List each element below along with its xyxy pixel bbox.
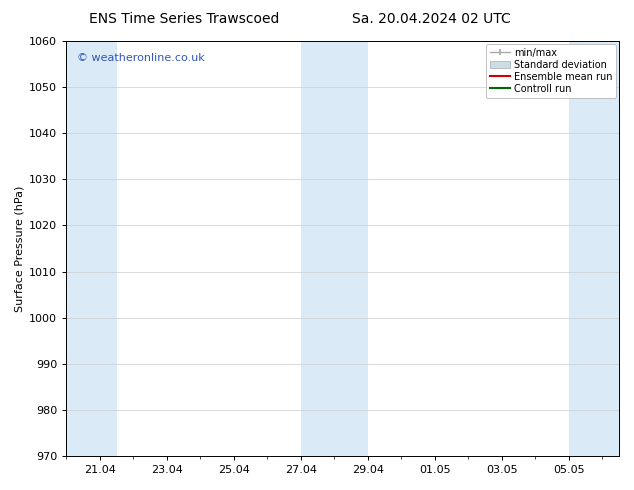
Bar	[569, 41, 619, 456]
Text: © weatheronline.co.uk: © weatheronline.co.uk	[77, 53, 205, 64]
Text: ENS Time Series Trawscoed: ENS Time Series Trawscoed	[89, 12, 279, 26]
Y-axis label: Surface Pressure (hPa): Surface Pressure (hPa)	[15, 185, 25, 312]
Legend: min/max, Standard deviation, Ensemble mean run, Controll run: min/max, Standard deviation, Ensemble me…	[486, 44, 616, 98]
Bar	[67, 41, 117, 456]
Text: Sa. 20.04.2024 02 UTC: Sa. 20.04.2024 02 UTC	[352, 12, 510, 26]
Bar	[301, 41, 368, 456]
